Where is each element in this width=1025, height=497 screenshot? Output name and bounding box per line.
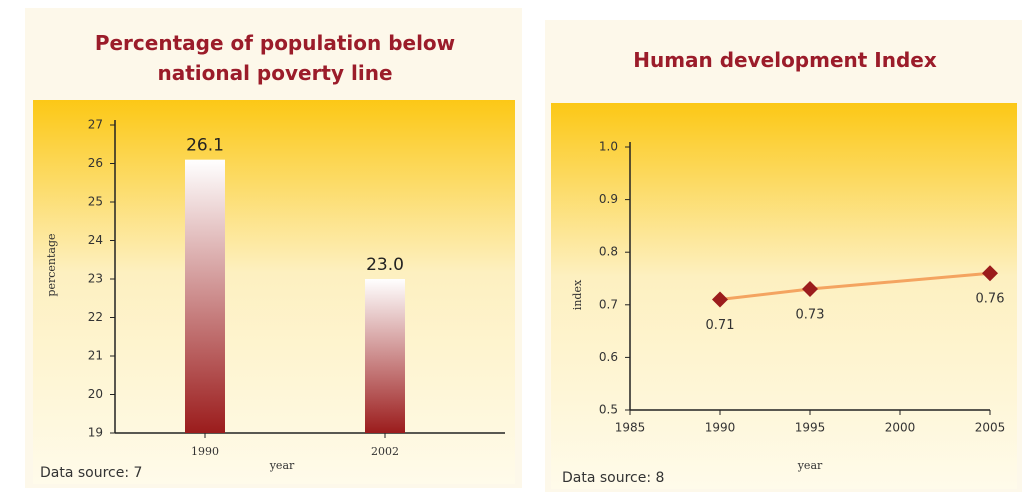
marker: [982, 265, 998, 282]
y-tick-label: 25: [88, 195, 103, 209]
y-tick-label: 23: [88, 272, 103, 286]
y-tick-label: 0.7: [599, 297, 618, 311]
x-tick-label: 2005: [975, 421, 1006, 435]
marker: [802, 281, 818, 298]
source: Data source: 7: [40, 465, 142, 481]
plot-background: [33, 100, 515, 484]
y-tick-label: 0.9: [599, 192, 618, 206]
x-tick-label: 1990: [705, 421, 736, 435]
y-tick-label: 27: [88, 118, 103, 132]
y-tick-label: 21: [88, 349, 103, 363]
x-tick-label: 2000: [885, 421, 916, 435]
plot-background: [551, 103, 1017, 489]
source: Data source: 8: [562, 470, 664, 486]
x-tick-label: 2002: [371, 445, 399, 458]
value-label: 23.0: [366, 255, 404, 275]
value-label: 26.1: [186, 136, 224, 156]
y-axis-label: percentage: [45, 233, 58, 296]
chart-title: Human development Index: [633, 48, 937, 72]
y-tick-label: 0.5: [599, 403, 618, 417]
marker: [712, 291, 728, 308]
value-label: 0.71: [706, 318, 735, 333]
y-tick-label: 0.6: [599, 350, 618, 364]
y-tick-label: 1.0: [599, 140, 618, 154]
value-label: 0.73: [796, 308, 825, 323]
y-axis-label: index: [571, 279, 584, 310]
x-tick-label: 1990: [191, 445, 219, 458]
bar: [365, 279, 405, 433]
chart-title: Percentage of population below national …: [94, 31, 456, 85]
x-tick-label: 1995: [795, 421, 826, 435]
y-tick-label: 22: [88, 310, 103, 324]
y-tick-label: 24: [88, 233, 103, 247]
y-tick-label: 19: [88, 426, 103, 440]
value-label: 0.76: [976, 292, 1005, 307]
x-axis-label: year: [269, 459, 295, 472]
bar: [185, 159, 225, 433]
y-tick-label: 20: [88, 387, 103, 401]
x-tick-label: 1985: [615, 421, 646, 435]
y-tick-label: 26: [88, 156, 103, 170]
x-axis-label: year: [797, 459, 823, 472]
y-tick-label: 0.8: [599, 245, 618, 259]
